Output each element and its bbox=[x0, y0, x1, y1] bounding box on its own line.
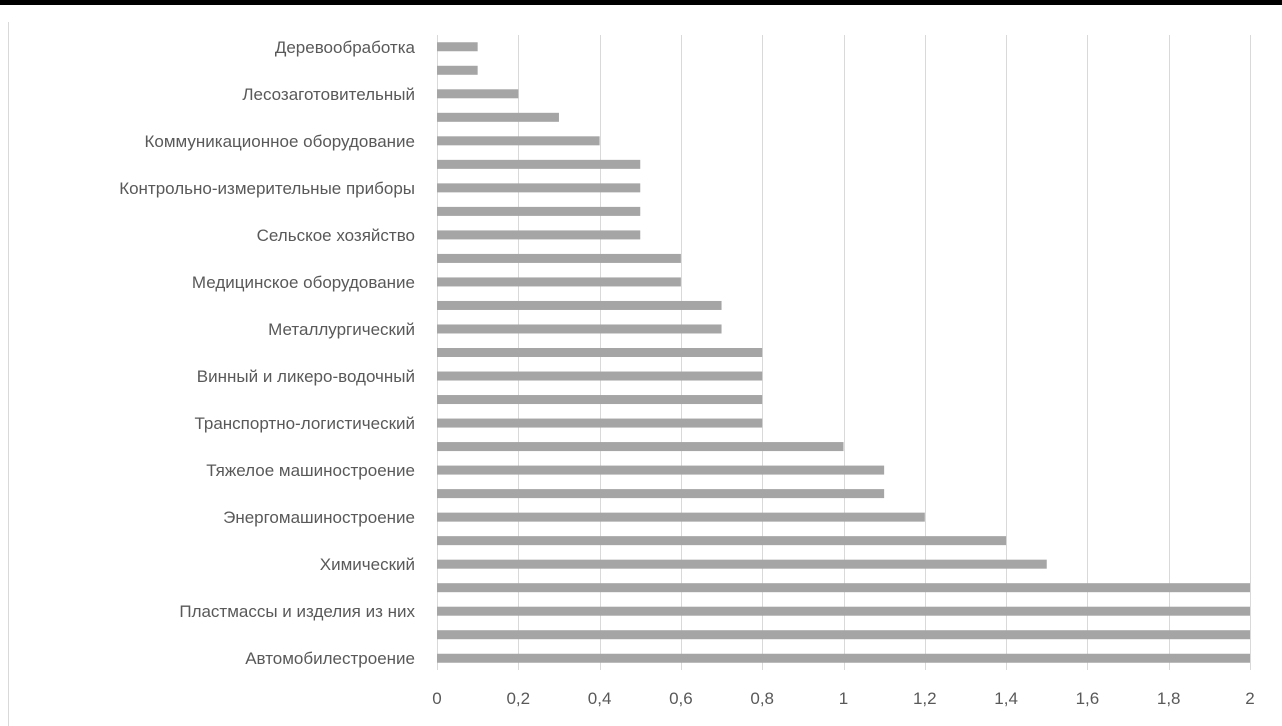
x-tick-label: 1,4 bbox=[994, 689, 1018, 708]
bar bbox=[437, 183, 640, 192]
category-label: Металлургический bbox=[268, 320, 415, 339]
category-labels: Автомобилестроение Пластмассы и изделия и… bbox=[119, 38, 415, 668]
x-tick-labels: 0 0,2 0,4 0,6 0,8 1 1,2 1,4 1,6 1,8 2 bbox=[432, 689, 1254, 708]
category-label: Деревообработка bbox=[275, 38, 416, 57]
bar bbox=[437, 254, 681, 263]
category-label: Автомобилестроение bbox=[245, 649, 415, 668]
bar bbox=[437, 277, 681, 286]
x-tick-label: 1 bbox=[839, 689, 848, 708]
bar bbox=[437, 113, 559, 122]
bar bbox=[437, 536, 1006, 545]
x-tick-label: 1,2 bbox=[913, 689, 937, 708]
category-label: Винный и ликеро-водочный bbox=[197, 367, 415, 386]
category-label: Медицинское оборудование bbox=[192, 273, 415, 292]
bar bbox=[437, 395, 762, 404]
x-tick-label: 0 bbox=[432, 689, 441, 708]
bar bbox=[437, 42, 478, 51]
category-label: Сельское хозяйство bbox=[257, 226, 415, 245]
bar bbox=[437, 207, 640, 216]
bar bbox=[437, 442, 844, 451]
x-tick-label: 1,6 bbox=[1076, 689, 1100, 708]
x-tick-label: 0,2 bbox=[506, 689, 530, 708]
category-label: Контрольно-измерительные приборы bbox=[119, 179, 415, 198]
category-label: Тяжелое машиностроение bbox=[206, 461, 415, 480]
x-tick-label: 0,4 bbox=[588, 689, 612, 708]
category-label: Транспортно-логистический bbox=[194, 414, 415, 433]
x-tick-label: 0,8 bbox=[750, 689, 774, 708]
bar bbox=[437, 560, 1047, 569]
bar bbox=[437, 607, 1250, 616]
bar bbox=[437, 89, 518, 98]
bar bbox=[437, 630, 1250, 639]
category-label: Лесозаготовительный bbox=[242, 85, 415, 104]
bar bbox=[437, 513, 925, 522]
bar bbox=[437, 489, 884, 498]
bar bbox=[437, 324, 722, 333]
bar bbox=[437, 136, 600, 145]
bars bbox=[437, 42, 1250, 662]
bar bbox=[437, 654, 1250, 663]
bar bbox=[437, 372, 762, 381]
bar bbox=[437, 160, 640, 169]
category-label: Энергомашиностроение bbox=[223, 508, 415, 527]
bar bbox=[437, 66, 478, 75]
category-label: Пластмассы и изделия из них bbox=[179, 602, 415, 621]
category-label: Химический bbox=[320, 555, 415, 574]
bar bbox=[437, 230, 640, 239]
x-tick-label: 1,8 bbox=[1157, 689, 1181, 708]
bar bbox=[437, 301, 722, 310]
bar bbox=[437, 466, 884, 475]
x-tick-label: 0,6 bbox=[669, 689, 693, 708]
category-label: Коммуникационное оборудование bbox=[144, 132, 415, 151]
bar bbox=[437, 583, 1250, 592]
bar bbox=[437, 348, 762, 357]
bar bbox=[437, 419, 762, 428]
x-tick-label: 2 bbox=[1245, 689, 1254, 708]
